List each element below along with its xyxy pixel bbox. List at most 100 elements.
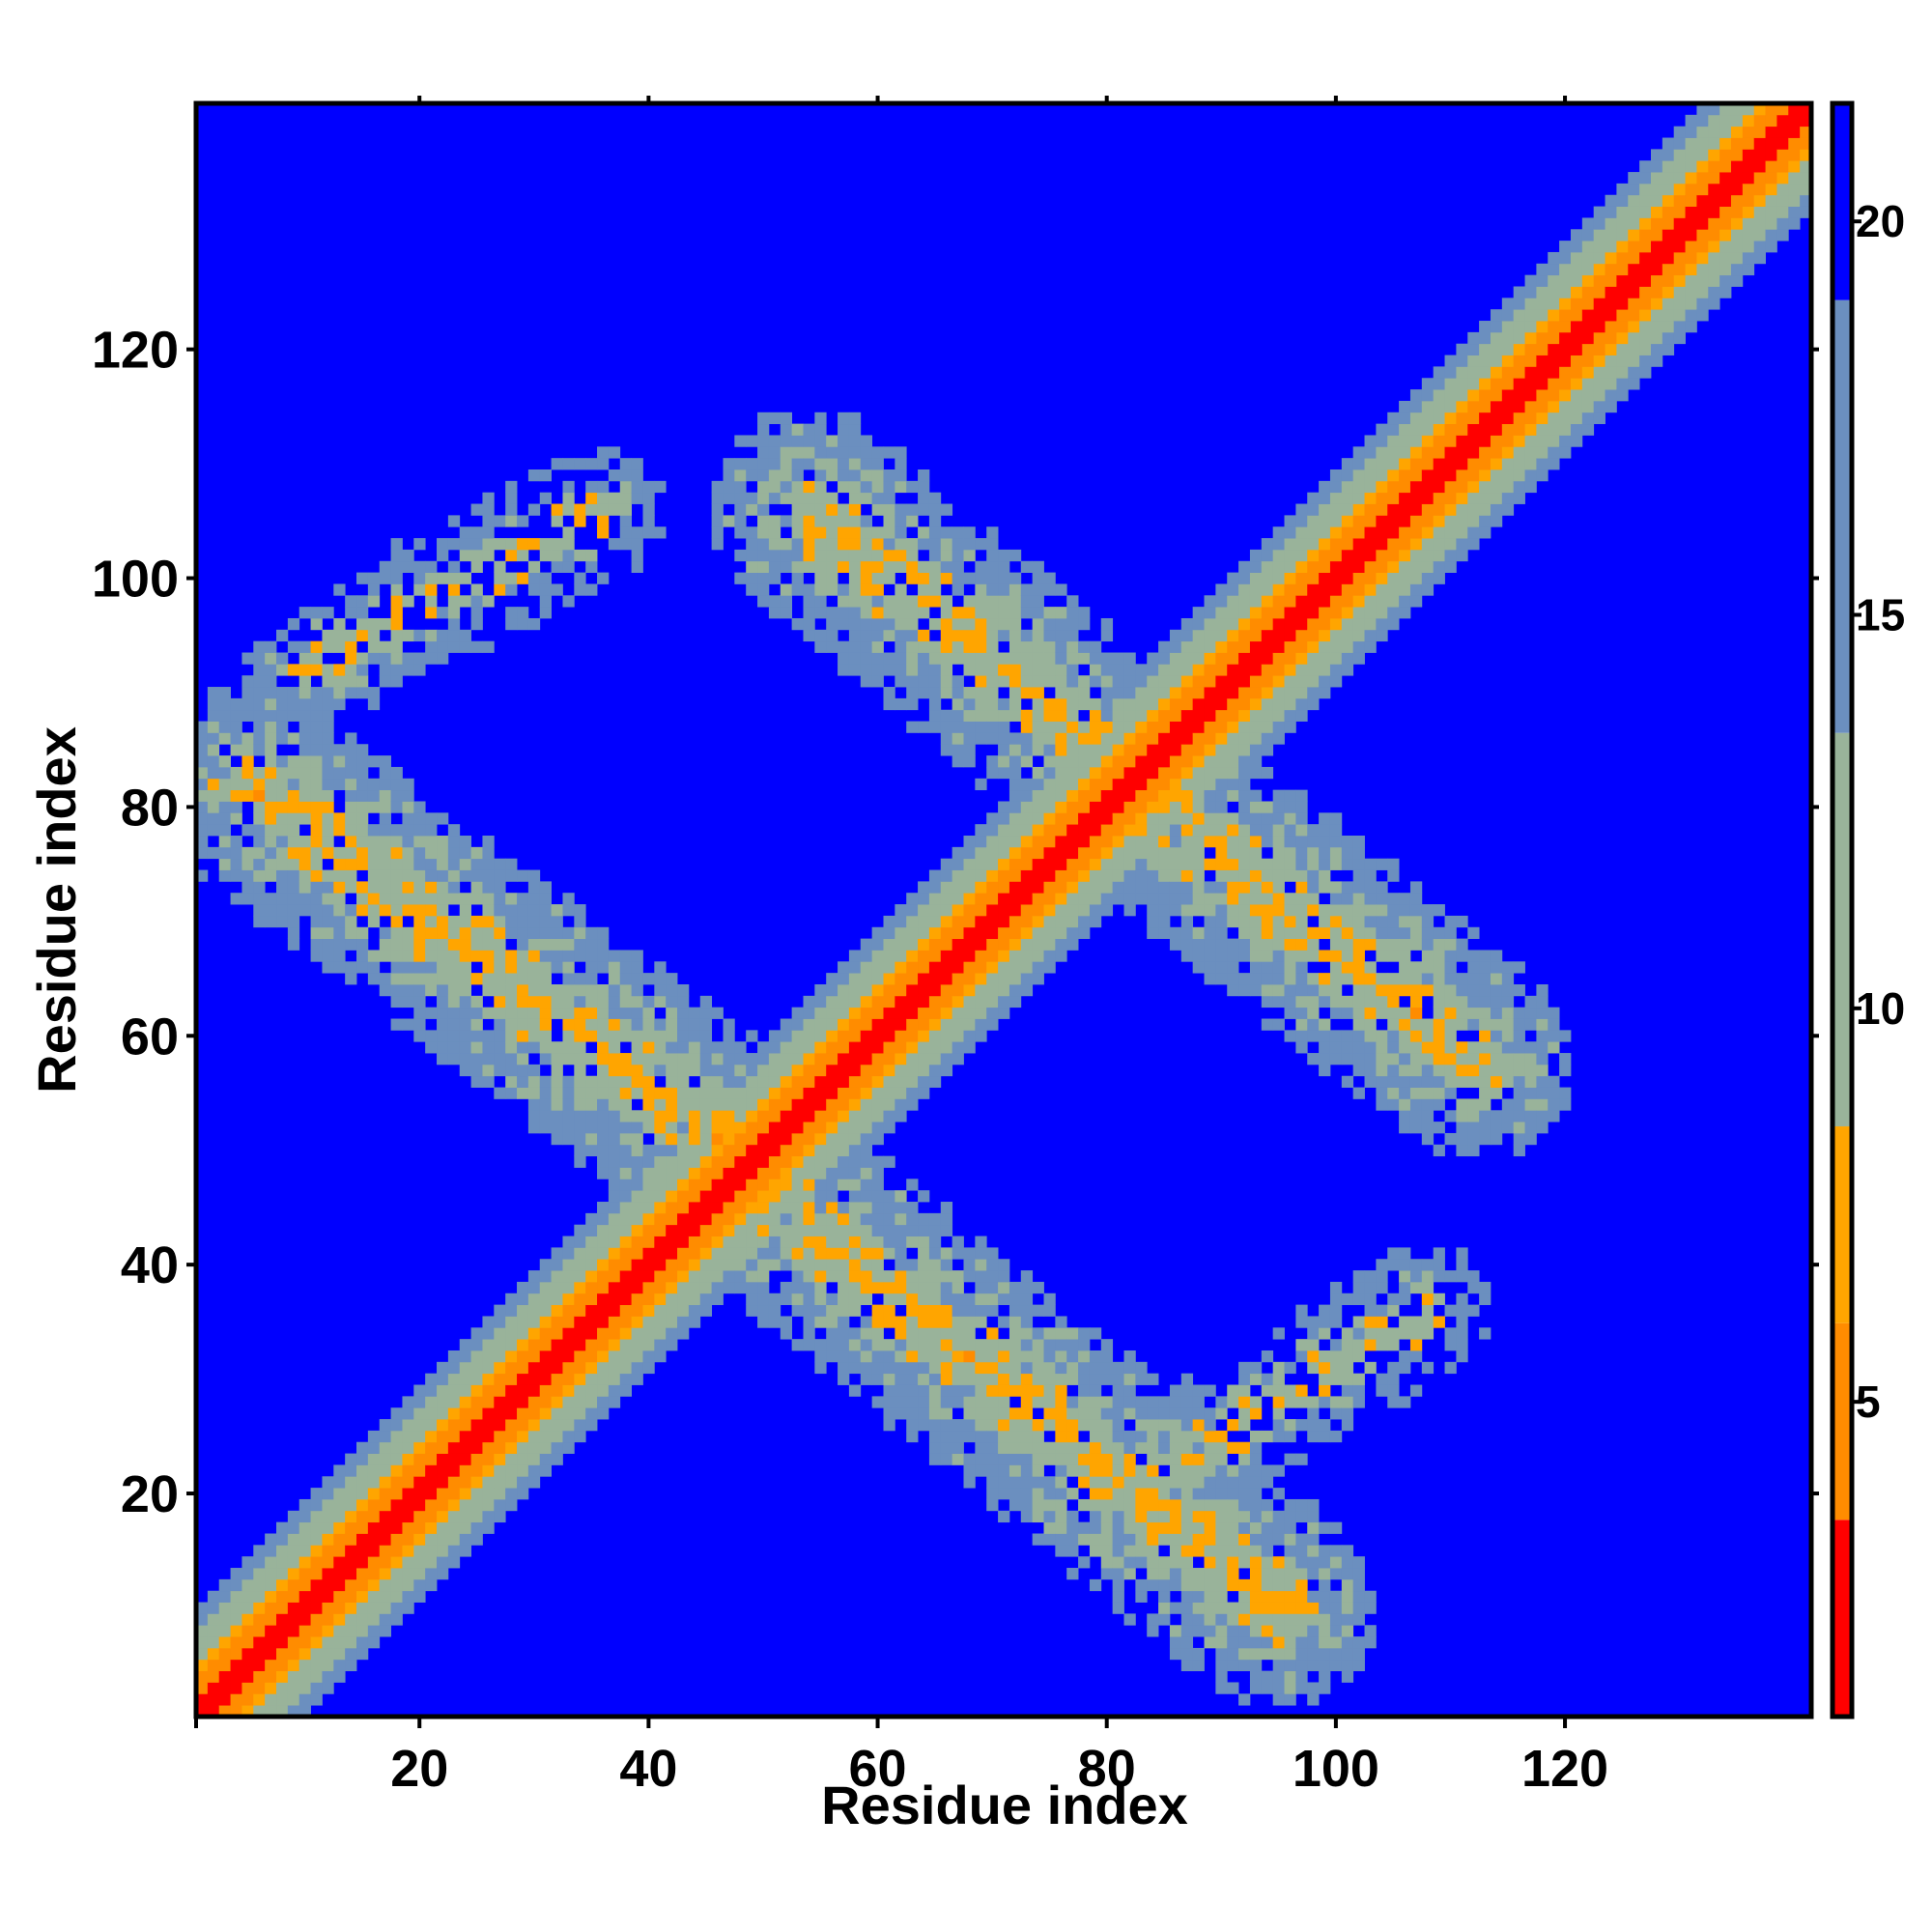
heatmap-cell bbox=[1043, 709, 1056, 722]
heatmap-cell bbox=[928, 1030, 942, 1042]
heatmap-cell bbox=[1123, 1396, 1136, 1408]
heatmap-cell bbox=[196, 1636, 209, 1649]
heatmap-cell bbox=[1329, 1339, 1343, 1351]
heatmap-cell bbox=[860, 1132, 873, 1146]
heatmap-cell bbox=[459, 950, 471, 962]
heatmap-cell bbox=[1272, 1602, 1285, 1614]
heatmap-cell bbox=[459, 572, 471, 584]
heatmap-cell bbox=[1169, 812, 1182, 825]
heatmap-cell bbox=[826, 607, 838, 619]
heatmap-cell bbox=[895, 1098, 907, 1111]
heatmap-cell bbox=[711, 1110, 724, 1122]
heatmap-cell bbox=[1020, 961, 1034, 974]
heatmap-cell bbox=[1284, 583, 1296, 596]
heatmap-cell bbox=[287, 812, 300, 825]
heatmap-cell bbox=[734, 469, 747, 482]
heatmap-cell bbox=[768, 1122, 781, 1134]
heatmap-cell bbox=[666, 995, 678, 1009]
heatmap-cell bbox=[298, 1556, 311, 1569]
heatmap-cell bbox=[390, 629, 403, 642]
heatmap-cell bbox=[425, 973, 438, 985]
heatmap-cell bbox=[218, 801, 231, 813]
heatmap-cell bbox=[390, 1568, 403, 1580]
heatmap-cell bbox=[1215, 812, 1228, 825]
heatmap-cell bbox=[1295, 926, 1308, 940]
heatmap-cell bbox=[459, 1464, 471, 1477]
heatmap-cell bbox=[1009, 1464, 1022, 1477]
heatmap-cell bbox=[1329, 812, 1343, 825]
heatmap-cell bbox=[345, 1498, 357, 1512]
heatmap-cell bbox=[505, 1316, 518, 1328]
heatmap-cell bbox=[1032, 1430, 1044, 1443]
heatmap-cell bbox=[642, 515, 655, 527]
heatmap-cell bbox=[860, 1122, 873, 1134]
heatmap-cell bbox=[860, 1098, 873, 1111]
heatmap-cell bbox=[1215, 1488, 1228, 1500]
heatmap-cell bbox=[998, 1007, 1010, 1019]
heatmap-cell bbox=[230, 732, 242, 745]
heatmap-cell bbox=[1020, 1510, 1034, 1523]
heatmap-cell bbox=[527, 1339, 541, 1351]
heatmap-cell bbox=[1329, 1407, 1343, 1420]
heatmap-cell bbox=[322, 664, 334, 676]
heatmap-cell bbox=[1261, 1533, 1274, 1546]
heatmap-cell bbox=[1123, 1545, 1136, 1557]
heatmap-cell bbox=[814, 538, 827, 551]
heatmap-cell bbox=[517, 1030, 529, 1042]
heatmap-cell bbox=[1295, 1682, 1308, 1694]
heatmap-cell bbox=[1180, 1659, 1194, 1672]
heatmap-cell bbox=[860, 950, 873, 962]
heatmap-cell bbox=[597, 1407, 610, 1420]
heatmap-cell bbox=[1135, 675, 1148, 688]
heatmap-cell bbox=[838, 526, 850, 539]
heatmap-cell bbox=[826, 1018, 838, 1031]
heatmap-cell bbox=[940, 1293, 953, 1306]
heatmap-cell bbox=[437, 973, 449, 985]
heatmap-cell bbox=[918, 629, 930, 642]
heatmap-cell bbox=[906, 983, 919, 997]
heatmap-cell bbox=[253, 697, 266, 711]
heatmap-cell bbox=[413, 1510, 426, 1523]
heatmap-cell bbox=[608, 1087, 621, 1099]
heatmap-cell bbox=[276, 1545, 289, 1557]
heatmap-cell bbox=[826, 560, 838, 573]
heatmap-cell bbox=[803, 1179, 815, 1191]
heatmap-cell bbox=[1158, 697, 1171, 711]
heatmap-cell bbox=[619, 1007, 633, 1019]
heatmap-cell bbox=[1341, 1602, 1354, 1614]
heatmap-cell bbox=[998, 1488, 1010, 1500]
heatmap-cell bbox=[895, 560, 907, 573]
heatmap-cell bbox=[952, 583, 964, 596]
heatmap-cell bbox=[1364, 961, 1377, 974]
heatmap-cell bbox=[390, 1533, 403, 1546]
heatmap-cell bbox=[265, 755, 277, 768]
heatmap-cell bbox=[1066, 1464, 1079, 1477]
heatmap-cell bbox=[1352, 1568, 1365, 1580]
heatmap-cell bbox=[1078, 881, 1091, 894]
heatmap-cell bbox=[848, 446, 862, 459]
heatmap-cell bbox=[298, 697, 311, 711]
heatmap-cell bbox=[803, 617, 815, 631]
heatmap-cell bbox=[1295, 629, 1308, 642]
heatmap-cell bbox=[505, 973, 518, 985]
heatmap-cell bbox=[871, 1236, 884, 1248]
heatmap-cell bbox=[1066, 824, 1079, 837]
heatmap-cell bbox=[654, 1281, 667, 1294]
heatmap-cell bbox=[1020, 1384, 1034, 1397]
heatmap-cell bbox=[1078, 1396, 1091, 1408]
heatmap-cell bbox=[597, 938, 610, 951]
heatmap-cell bbox=[1089, 1327, 1102, 1340]
heatmap-cell bbox=[562, 1350, 575, 1363]
heatmap-cell bbox=[666, 1224, 678, 1236]
heatmap-cell bbox=[379, 560, 391, 573]
heatmap-cell bbox=[1158, 1556, 1171, 1569]
heatmap-cell bbox=[230, 858, 242, 870]
heatmap-cell bbox=[998, 595, 1010, 608]
heatmap-cell bbox=[1192, 869, 1205, 882]
heatmap-cell bbox=[230, 846, 242, 860]
heatmap-cell bbox=[1376, 423, 1388, 436]
heatmap-cell bbox=[218, 789, 231, 802]
heatmap-cell bbox=[1364, 607, 1377, 619]
heatmap-cell bbox=[242, 1578, 254, 1592]
heatmap-cell bbox=[986, 973, 999, 985]
